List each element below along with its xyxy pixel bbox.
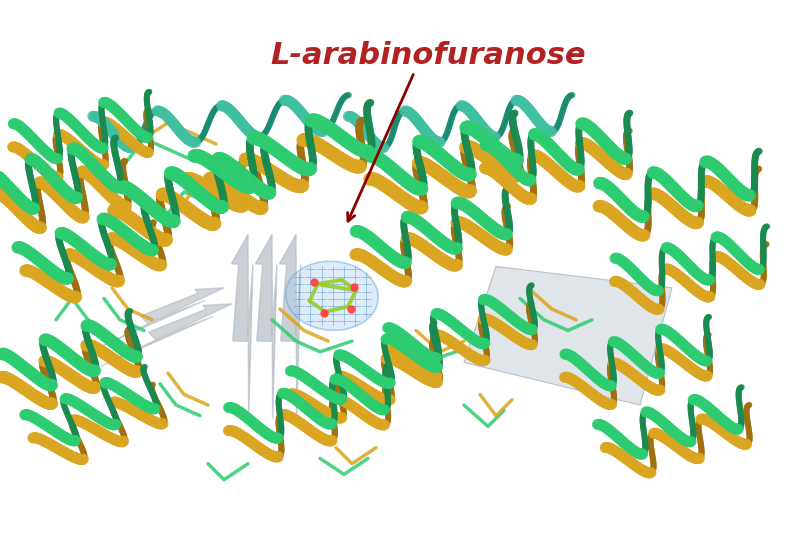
Polygon shape <box>279 235 301 418</box>
Ellipse shape <box>286 261 378 330</box>
Polygon shape <box>255 235 277 418</box>
Polygon shape <box>464 266 672 405</box>
Polygon shape <box>101 304 232 366</box>
Polygon shape <box>231 235 253 418</box>
Text: L-arabinofuranose: L-arabinofuranose <box>270 42 586 70</box>
Polygon shape <box>93 288 224 350</box>
